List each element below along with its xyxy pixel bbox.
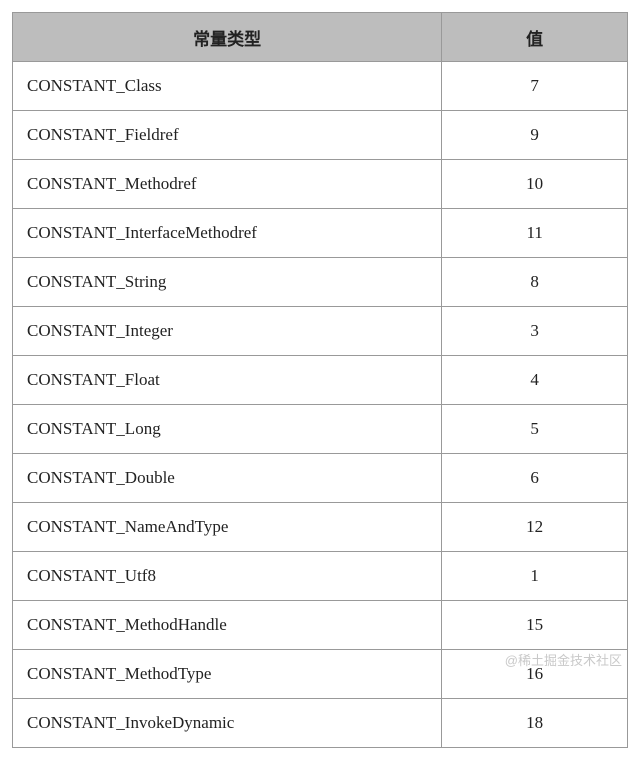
cell-value: 16 <box>442 650 628 699</box>
cell-value: 8 <box>442 258 628 307</box>
table-row: CONSTANT_Fieldref 9 <box>13 111 628 160</box>
cell-type: CONSTANT_Float <box>13 356 442 405</box>
cell-type: CONSTANT_MethodHandle <box>13 601 442 650</box>
table-row: CONSTANT_InterfaceMethodref 11 <box>13 209 628 258</box>
constant-type-table: 常量类型 值 CONSTANT_Class 7 CONSTANT_Fieldre… <box>12 12 628 748</box>
cell-value: 11 <box>442 209 628 258</box>
cell-value: 12 <box>442 503 628 552</box>
table-row: CONSTANT_Long 5 <box>13 405 628 454</box>
cell-value: 10 <box>442 160 628 209</box>
cell-type: CONSTANT_InvokeDynamic <box>13 699 442 748</box>
table-header-row: 常量类型 值 <box>13 13 628 62</box>
cell-type: CONSTANT_Utf8 <box>13 552 442 601</box>
constant-type-table-wrap: 常量类型 值 CONSTANT_Class 7 CONSTANT_Fieldre… <box>12 12 628 748</box>
table-row: CONSTANT_Utf8 1 <box>13 552 628 601</box>
cell-value: 18 <box>442 699 628 748</box>
table-body: CONSTANT_Class 7 CONSTANT_Fieldref 9 CON… <box>13 62 628 748</box>
table-row: CONSTANT_InvokeDynamic 18 <box>13 699 628 748</box>
cell-value: 4 <box>442 356 628 405</box>
table-row: CONSTANT_MethodType 16 <box>13 650 628 699</box>
cell-type: CONSTANT_MethodType <box>13 650 442 699</box>
cell-type: CONSTANT_Integer <box>13 307 442 356</box>
table-row: CONSTANT_Integer 3 <box>13 307 628 356</box>
cell-type: CONSTANT_Long <box>13 405 442 454</box>
table-row: CONSTANT_Float 4 <box>13 356 628 405</box>
col-header-value: 值 <box>442 13 628 62</box>
cell-type: CONSTANT_NameAndType <box>13 503 442 552</box>
cell-value: 15 <box>442 601 628 650</box>
cell-type: CONSTANT_Double <box>13 454 442 503</box>
cell-value: 3 <box>442 307 628 356</box>
cell-value: 6 <box>442 454 628 503</box>
table-row: CONSTANT_Methodref 10 <box>13 160 628 209</box>
cell-value: 5 <box>442 405 628 454</box>
cell-value: 1 <box>442 552 628 601</box>
cell-value: 9 <box>442 111 628 160</box>
cell-type: CONSTANT_Methodref <box>13 160 442 209</box>
table-row: CONSTANT_Double 6 <box>13 454 628 503</box>
col-header-type: 常量类型 <box>13 13 442 62</box>
table-row: CONSTANT_NameAndType 12 <box>13 503 628 552</box>
cell-value: 7 <box>442 62 628 111</box>
cell-type: CONSTANT_InterfaceMethodref <box>13 209 442 258</box>
table-row: CONSTANT_MethodHandle 15 <box>13 601 628 650</box>
cell-type: CONSTANT_Class <box>13 62 442 111</box>
cell-type: CONSTANT_Fieldref <box>13 111 442 160</box>
table-row: CONSTANT_String 8 <box>13 258 628 307</box>
table-row: CONSTANT_Class 7 <box>13 62 628 111</box>
cell-type: CONSTANT_String <box>13 258 442 307</box>
